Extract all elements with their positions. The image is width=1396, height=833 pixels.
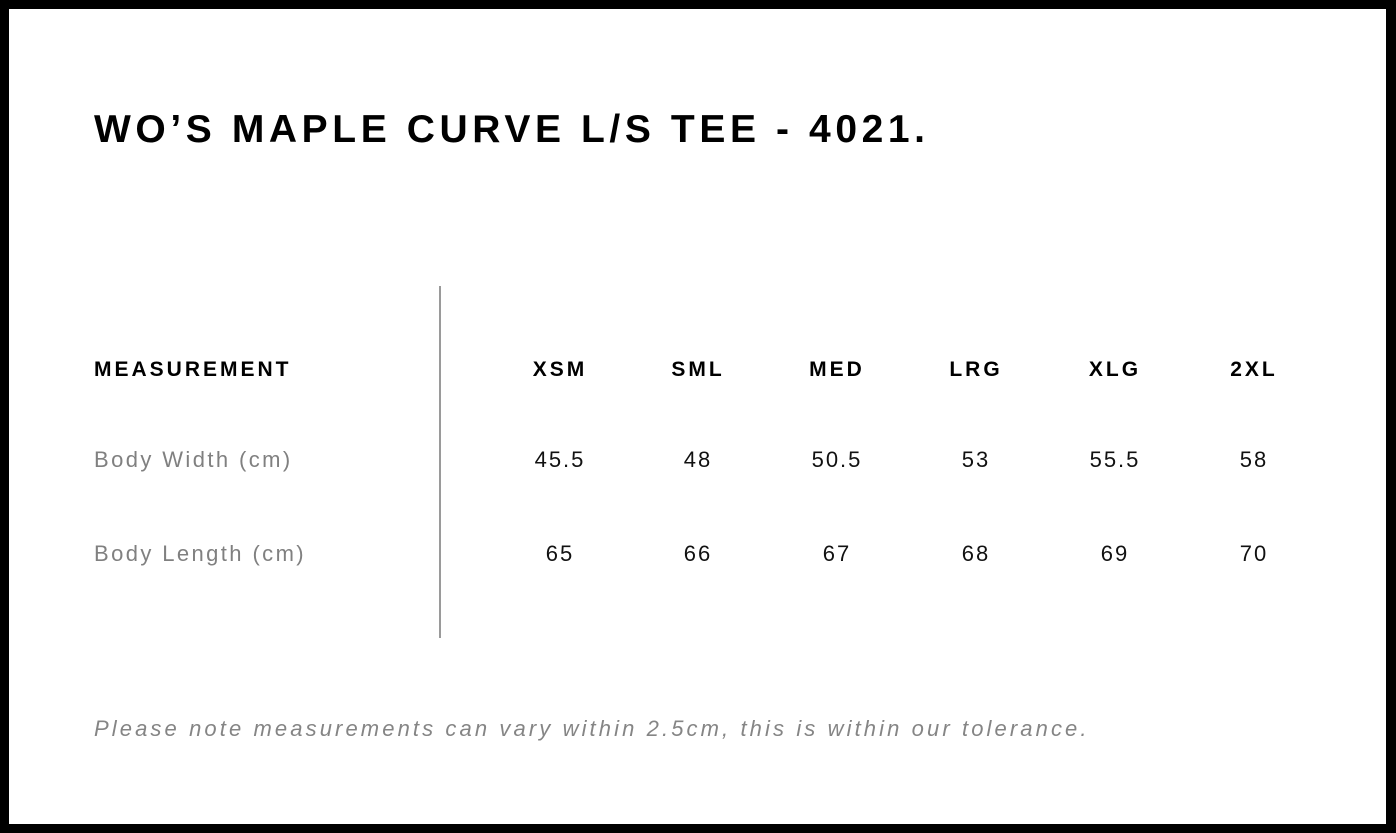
header-size: SML	[671, 358, 725, 381]
header-size: 2XL	[1230, 358, 1278, 381]
table-cell: 65	[545, 541, 575, 566]
tolerance-note: Please note measurements can vary within…	[94, 716, 1090, 741]
table-cell: 67	[822, 541, 852, 566]
row-label: Body Length (cm)	[94, 541, 307, 566]
page-title: WO’S MAPLE CURVE L/S TEE - 4021.	[94, 108, 930, 151]
header-size: XSM	[532, 358, 588, 381]
table-header-row: MEASUREMENT XSM SML MED LRG XLG 2XL	[0, 355, 1396, 385]
table-cell: 50.5	[811, 447, 863, 472]
header-measurement: MEASUREMENT	[94, 358, 292, 381]
header-size: MED	[809, 358, 865, 381]
table-cell: 66	[683, 541, 713, 566]
row-label: Body Width (cm)	[94, 447, 293, 472]
column-divider	[439, 286, 441, 638]
table-cell: 58	[1239, 447, 1269, 472]
table-cell: 53	[961, 447, 991, 472]
table-cell: 69	[1100, 541, 1130, 566]
table-row: Body Width (cm) 45.5 48 50.5 53 55.5 58	[0, 445, 1396, 475]
table-cell: 68	[961, 541, 991, 566]
table-cell: 48	[683, 447, 713, 472]
header-size: LRG	[949, 358, 1003, 381]
table-cell: 45.5	[534, 447, 586, 472]
header-size: XLG	[1088, 358, 1142, 381]
table-cell: 70	[1239, 541, 1269, 566]
table-row: Body Length (cm) 65 66 67 68 69 70	[0, 539, 1396, 569]
table-cell: 55.5	[1089, 447, 1141, 472]
